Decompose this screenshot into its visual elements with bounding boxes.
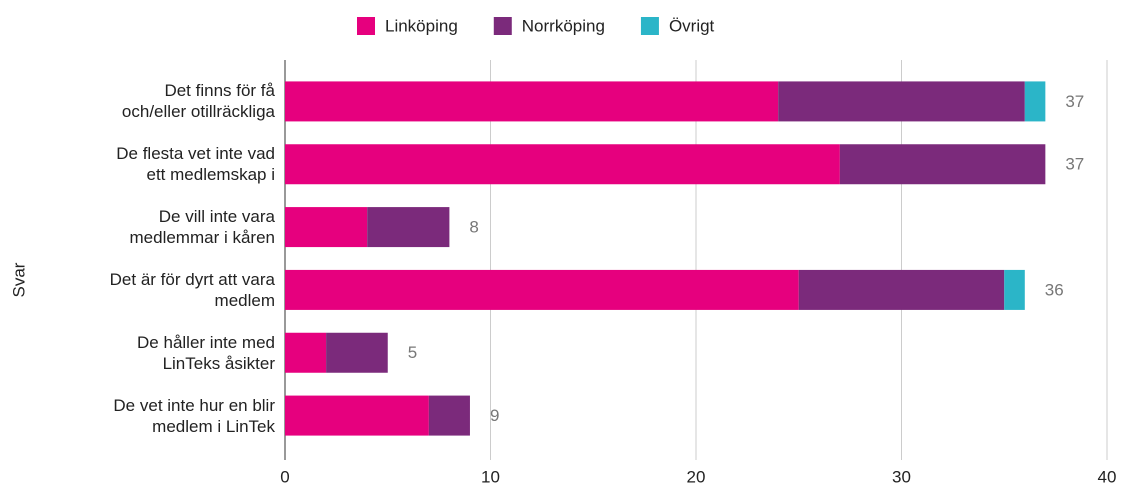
total-label: 8 <box>469 218 478 237</box>
x-tick-label: 30 <box>892 467 911 486</box>
bar-segment <box>798 269 1005 310</box>
y-tick-label: Det finns för få och/eller otillräckliga <box>121 81 275 122</box>
bar-segment <box>285 269 799 310</box>
total-label: 36 <box>1045 280 1064 299</box>
legend-label: Linköping <box>385 16 458 35</box>
legend-swatch <box>640 17 659 35</box>
total-label: 9 <box>490 406 499 425</box>
bar-segment <box>285 395 429 436</box>
y-tick-label: Det är för dyrt att vara medlem <box>109 269 275 310</box>
bar-segment <box>428 395 470 436</box>
x-tick-label: 0 <box>280 467 289 486</box>
y-axis-label: Svar <box>9 262 28 297</box>
y-tick-label: De flesta vet inte vad ett medlemskap i <box>116 144 275 185</box>
bar-segment <box>367 207 450 248</box>
total-label: 37 <box>1065 155 1084 174</box>
bar-segment <box>1004 269 1025 310</box>
y-tick-label: De vet inte hur en blir medlem i LinTek <box>113 395 275 436</box>
bar-segment <box>326 332 388 373</box>
legend-swatch <box>493 17 512 35</box>
legend-swatch <box>357 17 375 35</box>
bar-segment <box>839 144 1046 185</box>
total-label: 37 <box>1065 92 1084 111</box>
bar-segment <box>285 332 327 373</box>
bar-segment <box>285 144 840 185</box>
bar-segment <box>1024 81 1046 122</box>
y-tick-label: De vill inte vara medlemmar i kåren <box>129 207 276 248</box>
x-tick-label: 10 <box>481 467 500 486</box>
x-tick-label: 40 <box>1098 467 1117 486</box>
legend-label: Norrköping <box>522 16 605 35</box>
legend-label: Övrigt <box>669 16 715 35</box>
bar-segment <box>778 81 1025 122</box>
y-tick-label: De håller inte med LinTeks åsikter <box>137 332 275 373</box>
x-tick-label: 20 <box>687 467 706 486</box>
bar-segment <box>285 81 779 122</box>
bar-segment <box>285 207 368 248</box>
total-label: 5 <box>408 343 417 362</box>
